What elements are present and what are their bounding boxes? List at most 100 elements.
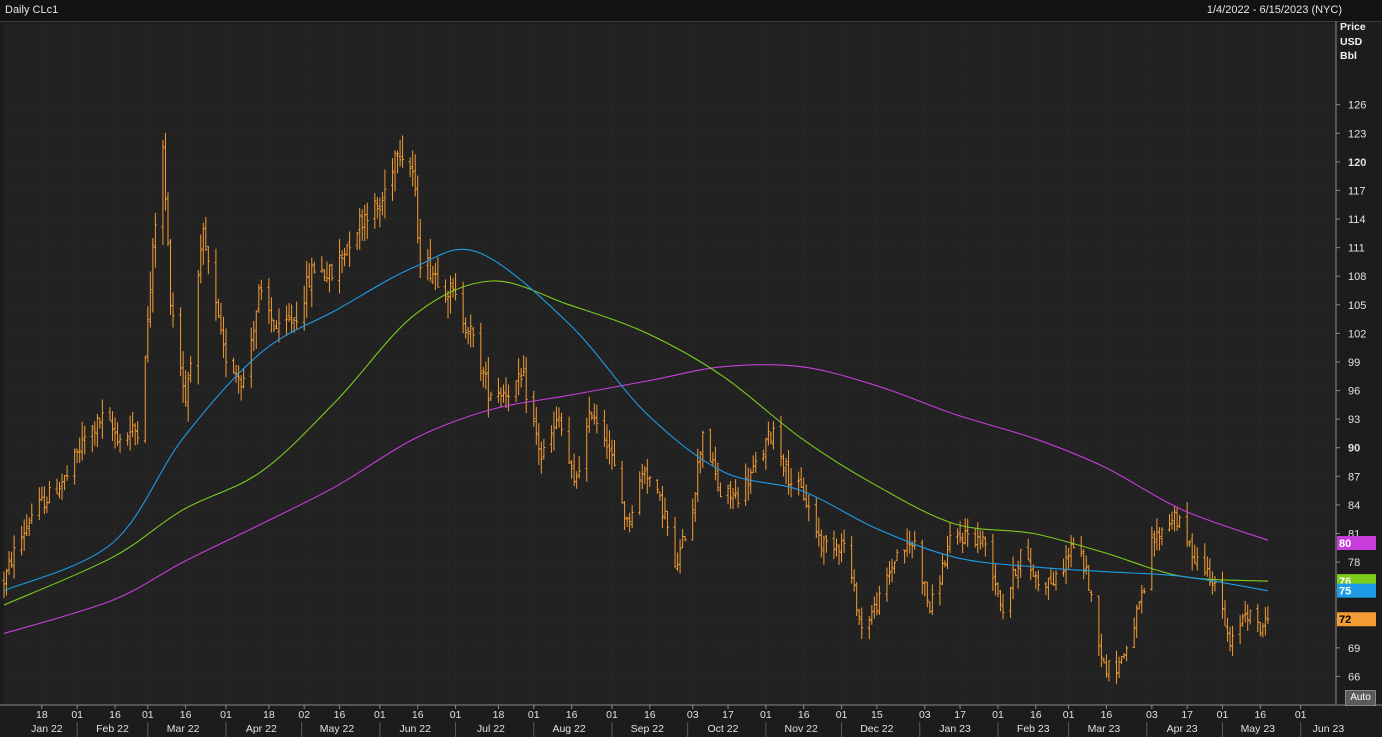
price-tag-box: [1337, 583, 1376, 598]
x-tick-label: 16: [412, 709, 424, 721]
x-tick-label: 01: [142, 709, 154, 721]
x-tick-label: 03: [1146, 709, 1158, 721]
x-tick-label: 01: [1063, 709, 1075, 721]
x-month-label: Sep 22: [631, 723, 664, 735]
legend-sma50-series[interactable]: SMA, CLc1, Trade Price(Last), 50, 5/19/2…: [795, 23, 1023, 35]
x-tick-label: 16: [644, 709, 656, 721]
x-tick-label: 01: [836, 709, 848, 721]
y-tick-label: 72: [1348, 614, 1360, 626]
sma50-line: [3, 248, 1268, 592]
x-tick-label: 17: [954, 709, 966, 721]
y-tick-label: 114: [1348, 214, 1366, 226]
x-month-label: Apr 23: [1167, 723, 1198, 735]
x-month-label: Jan 23: [939, 723, 971, 735]
x-month-label: Jun 23: [1313, 723, 1345, 735]
x-tick-label: 03: [687, 709, 699, 721]
x-month-label: Jan 22: [31, 723, 63, 735]
y-tick-label: 87: [1348, 471, 1360, 483]
x-tick-label: 16: [334, 709, 346, 721]
legend-na-values: N/A, N/A,: [271, 23, 319, 35]
x-tick-label: 01: [1217, 709, 1229, 721]
x-tick-label: 17: [1181, 709, 1193, 721]
x-month-label: Nov 22: [785, 723, 818, 735]
x-tick-label: 17: [722, 709, 734, 721]
y-tick-label: 93: [1348, 414, 1360, 426]
x-tick-label: 16: [1030, 709, 1042, 721]
y-axis-unit-currency: USD: [1340, 35, 1363, 48]
x-tick-label: 01: [450, 709, 462, 721]
x-tick-label: 16: [109, 709, 121, 721]
x-tick-label: 16: [566, 709, 578, 721]
x-month-label: Feb 23: [1017, 723, 1050, 735]
plot-area: [4, 24, 1336, 705]
x-tick-label: 01: [374, 709, 386, 721]
y-tick-label: 69: [1348, 643, 1360, 655]
x-month-label: May 23: [1241, 723, 1276, 735]
chart-grid: [0, 21, 1382, 706]
y-tick-label: 102: [1348, 328, 1366, 340]
y-tick-label: 99: [1348, 357, 1360, 369]
price-tag-label: 80: [1339, 538, 1351, 550]
x-tick-label: 16: [798, 709, 810, 721]
price-tag-box: [1337, 536, 1376, 551]
x-tick-label: 16: [1254, 709, 1266, 721]
y-tick-label: 111: [1348, 243, 1365, 255]
y-axis-unit-price: Price: [1340, 21, 1366, 33]
date-range-label[interactable]: 1/4/2022 - 6/15/2023 (NYC): [1206, 4, 1342, 16]
x-tick-label: 03: [919, 709, 931, 721]
x-month-label: May 22: [320, 723, 355, 735]
y-tick-label: 75: [1348, 586, 1360, 598]
legend-sma100-series[interactable]: SMA, CLc1, Trade Price(Last), 100, 5/19/…: [557, 23, 796, 35]
x-month-label: Dec 22: [860, 723, 893, 735]
y-axis: 66 69 72 75 78 81 84 87 90 93 96 99 102 105 108 111 114 1…: [1336, 100, 1366, 683]
y-tick-label: 84: [1348, 500, 1360, 512]
y-tick-label: 81: [1348, 528, 1360, 540]
x-month-label: Jul 22: [477, 723, 505, 735]
y-tick-label: 126: [1348, 100, 1366, 112]
price-tag-label: 72: [1339, 614, 1351, 626]
legend: BarOHLC, CLc1, Trade Price, 5/19/2023, 7…: [8, 23, 1023, 35]
x-axis: 18 01 16 01 16 01 18 02 16 01 16 01 18 01 16 01 16 03 17 01…: [31, 705, 1344, 737]
x-tick-label: 01: [71, 709, 83, 721]
legend-ohlc-series[interactable]: BarOHLC, CLc1, Trade Price, 5/19/2023, 7…: [8, 23, 272, 35]
price-tag-80: 80: [1337, 536, 1376, 551]
x-tick-label: 18: [493, 709, 505, 721]
ohlc-bars: [2, 132, 1270, 684]
y-tick-label: 66: [1348, 671, 1360, 683]
x-tick-label: 15: [871, 709, 883, 721]
x-month-label: Aug 22: [552, 723, 585, 735]
y-tick-label: 108: [1348, 271, 1366, 283]
y-tick-label: 78: [1348, 557, 1360, 569]
chart-header-bar: Daily CLc1 1/4/2022 - 6/15/2023 (NYC): [0, 0, 1382, 22]
x-month-label: Jun 22: [399, 723, 431, 735]
x-month-label: Mar 22: [167, 723, 200, 735]
price-tag-label: 75: [1339, 586, 1351, 598]
legend-sma200-series[interactable]: SMA, CLc1, Trade Price(Last), 200, 5/19/…: [318, 23, 558, 35]
x-month-label: Mar 23: [1088, 723, 1121, 735]
x-tick-label: 01: [1295, 709, 1307, 721]
y-tick-label: 105: [1348, 300, 1366, 312]
sma-lines: [3, 248, 1269, 635]
y-tick-label: 90: [1348, 443, 1360, 455]
x-month-label: Feb 22: [96, 723, 129, 735]
price-tag-box: [1337, 612, 1376, 627]
x-tick-label: 16: [180, 709, 192, 721]
price-tag-box: [1337, 574, 1376, 589]
x-tick-label: 16: [1101, 709, 1113, 721]
x-tick-label: 01: [760, 709, 772, 721]
y-axis-units: Price USD Bbl: [1340, 20, 1366, 64]
chart-title: Daily CLc1: [5, 4, 59, 16]
y-tick-label: 123: [1348, 128, 1366, 140]
x-month-label: Apr 22: [246, 723, 277, 735]
x-month-label: Oct 22: [708, 723, 739, 735]
x-tick-label: 01: [220, 709, 232, 721]
price-tag-75: 75: [1337, 583, 1376, 598]
price-tag-label: 76: [1339, 576, 1351, 588]
y-tick-label: 120: [1348, 157, 1366, 169]
x-tick-label: 02: [298, 709, 310, 721]
auto-scale-button[interactable]: Auto: [1345, 690, 1376, 706]
x-tick-label: 01: [606, 709, 618, 721]
x-tick-label: 18: [263, 709, 275, 721]
